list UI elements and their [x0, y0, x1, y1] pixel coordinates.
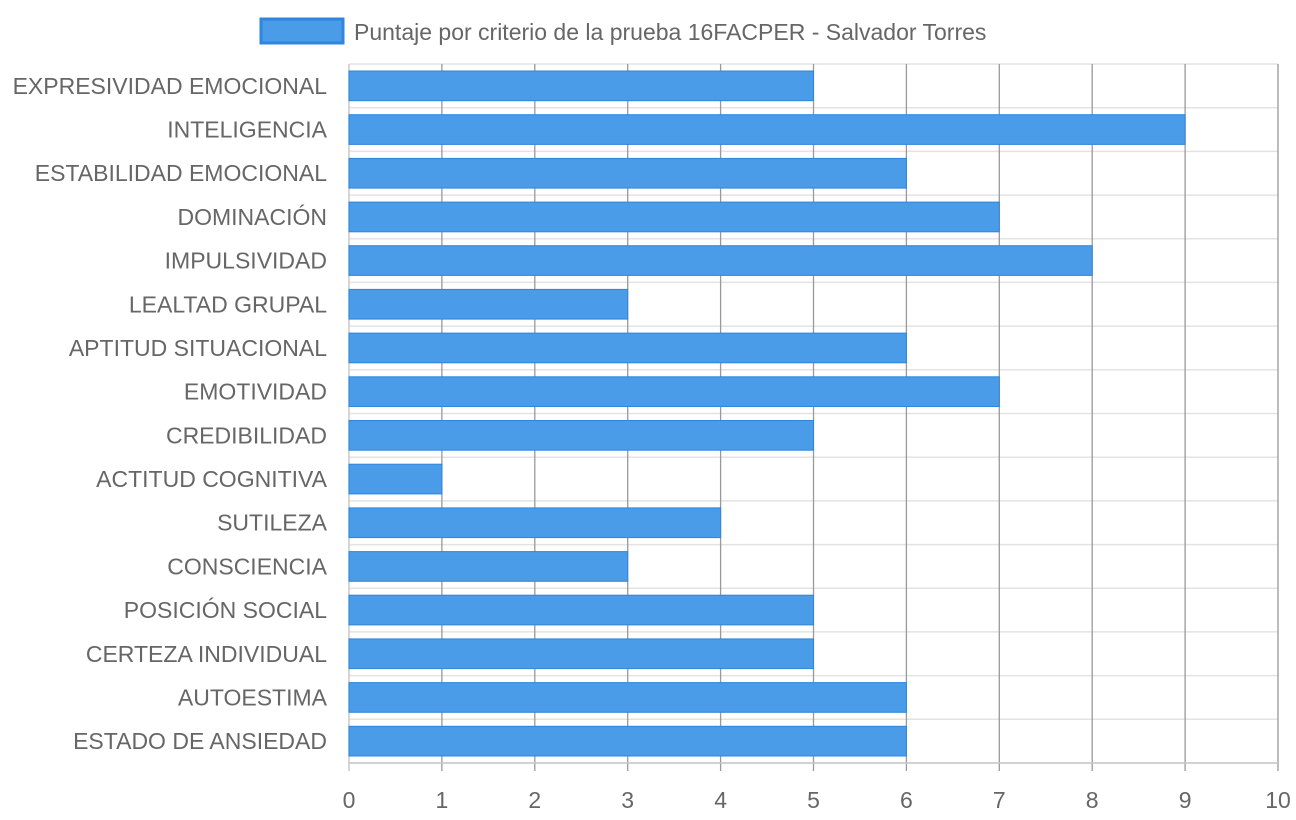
category-label: CERTEZA INDIVIDUAL [86, 641, 327, 667]
legend[interactable]: Puntaje por criterio de la prueba 16FACP… [259, 17, 986, 45]
bar[interactable] [348, 288, 629, 320]
bar[interactable] [348, 682, 907, 713]
category-label: IMPULSIVIDAD [165, 248, 327, 274]
x-tick-label: 5 [807, 787, 820, 813]
x-tick-label: 4 [714, 787, 727, 813]
x-tick-label: 2 [528, 787, 541, 813]
x-tick-label: 9 [1179, 787, 1192, 813]
category-label: EMOTIVIDAD [184, 379, 327, 405]
category-label: LEALTAD GRUPAL [129, 291, 327, 317]
bar[interactable] [348, 725, 907, 757]
bar[interactable] [348, 332, 907, 364]
x-tick-label: 3 [621, 787, 634, 813]
bar[interactable] [348, 507, 722, 539]
bar[interactable] [348, 551, 629, 582]
legend-swatch[interactable] [259, 17, 345, 45]
category-label: APTITUD SITUACIONAL [69, 335, 327, 361]
bar[interactable] [348, 463, 443, 495]
bar[interactable] [348, 201, 1000, 233]
category-label: ACTITUD COGNITIVA [96, 466, 328, 492]
x-tick-label: 7 [993, 787, 1006, 813]
bar[interactable] [348, 594, 814, 626]
category-label: ESTADO DE ANSIEDAD [73, 728, 327, 754]
bar[interactable] [348, 376, 1000, 407]
legend-label[interactable]: Puntaje por criterio de la prueba 16FACP… [354, 19, 986, 45]
category-label: ESTABILIDAD EMOCIONAL [35, 160, 327, 186]
bar[interactable] [348, 245, 1093, 276]
bar[interactable] [348, 70, 814, 102]
category-label: CREDIBILIDAD [166, 422, 327, 448]
bar[interactable] [348, 157, 907, 189]
x-tick-label: 8 [1086, 787, 1099, 813]
category-label: AUTOESTIMA [178, 685, 328, 711]
bar[interactable] [348, 638, 814, 670]
x-tick-labels: 0 1 2 3 4 5 6 7 8 9 10 [343, 787, 1291, 813]
bar[interactable] [348, 420, 814, 451]
x-tick-label: 6 [900, 787, 913, 813]
category-label: EXPRESIVIDAD EMOCIONAL [13, 73, 328, 99]
category-label: INTELIGENCIA [167, 117, 327, 143]
category-labels: EXPRESIVIDAD EMOCIONAL INTELIGENCIA ESTABI… [13, 73, 328, 754]
x-tick-label: 0 [343, 787, 356, 813]
category-label: CONSCIENCIA [167, 553, 327, 579]
bar[interactable] [348, 114, 1186, 145]
category-label: POSICIÓN SOCIAL [124, 597, 327, 623]
category-label: SUTILEZA [217, 510, 328, 536]
category-label: DOMINACIÓN [178, 204, 328, 230]
bars [348, 70, 1186, 757]
x-tick-label: 1 [436, 787, 449, 813]
x-tick-label: 10 [1265, 787, 1291, 813]
